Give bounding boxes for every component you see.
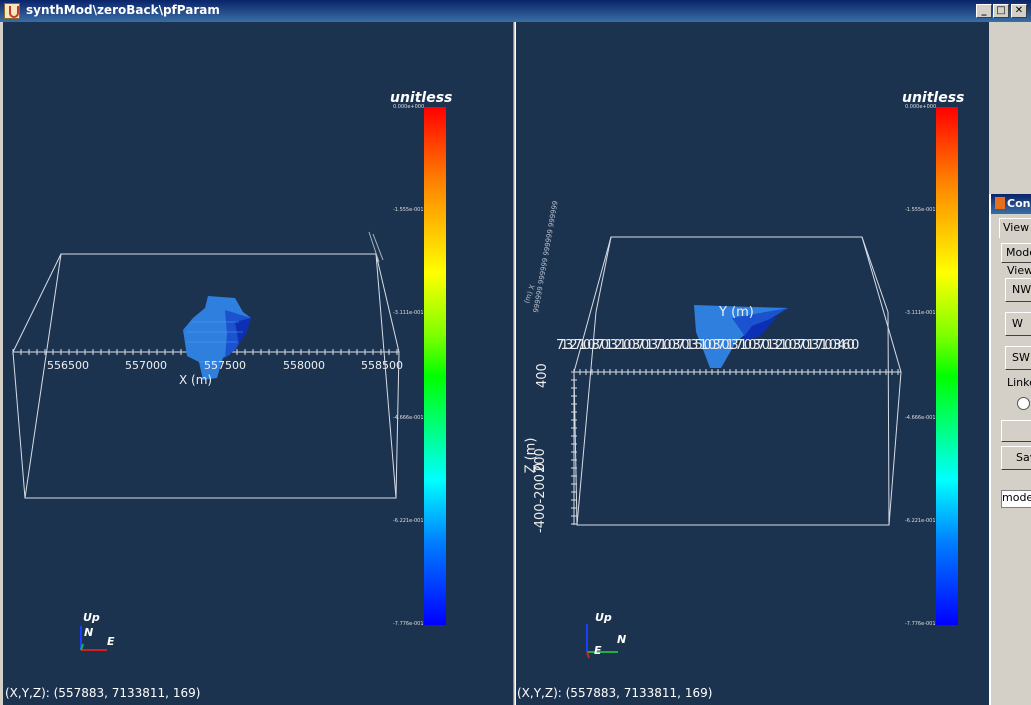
colorbar-tick: -6.221e-001 xyxy=(393,518,424,524)
tab-view-label: View xyxy=(1003,221,1030,234)
colorbar-tick: 0.000e+000 xyxy=(393,104,425,110)
colorbar xyxy=(936,107,958,625)
mode-button[interactable]: Mode xyxy=(1001,243,1031,263)
colorbar-tick: -4.666e-001 xyxy=(905,415,936,421)
coordinate-status: (X,Y,Z): (557883, 7133811, 169) xyxy=(517,686,713,700)
view-w-button[interactable]: W xyxy=(1005,312,1031,336)
colorbar-tick: -7.776e-001 xyxy=(905,621,936,627)
x-axis-label: X (m) xyxy=(179,373,213,387)
colorbar xyxy=(424,107,446,625)
close-button[interactable]: ✕ xyxy=(1011,4,1027,18)
view-sw-button[interactable]: SW xyxy=(1005,346,1031,370)
x-tick-label-558000: 558000 xyxy=(283,359,325,372)
view-nw-label: NW xyxy=(1012,283,1031,296)
colorbar-tick: 0.000e+000 xyxy=(905,104,937,110)
colorbar-tick: -1.555e-001 xyxy=(393,207,424,213)
view-sw-label: SW xyxy=(1012,351,1030,364)
z-tick-label-400: 400 xyxy=(535,363,550,388)
orientation-triad xyxy=(80,626,107,651)
x-tick-label-557000: 557000 xyxy=(125,359,167,372)
x-tick-label-557500: 557500 xyxy=(204,359,246,372)
window-title-bar: synthMod\zeroBack\pfParam _ □ ✕ xyxy=(0,0,1031,22)
right-scene-canvas[interactable] xyxy=(516,22,989,705)
colorbar-tick: -3.111e-001 xyxy=(905,310,936,316)
x-tick-label-558500: 558500 xyxy=(361,359,403,372)
coordinate-status: (X,Y,Z): (557883, 7133811, 169) xyxy=(5,686,201,700)
x-tick-label-556500: 556500 xyxy=(47,359,89,372)
view-nw-button[interactable]: NW xyxy=(1005,278,1031,302)
maximize-button[interactable]: □ xyxy=(993,4,1009,18)
save-button-label: Sav xyxy=(1016,451,1031,464)
right-model-body xyxy=(694,305,788,368)
left-model-body xyxy=(183,296,251,380)
colorbar-tick: -7.776e-001 xyxy=(393,621,424,627)
colorbar-tick: -3.111e-001 xyxy=(393,310,424,316)
left-3d-view[interactable]: 556500 557000 557500 558000 558500 X (m)… xyxy=(3,22,513,705)
matlab-icon xyxy=(995,197,1005,209)
colorbar-unit-label: unitless xyxy=(390,90,453,106)
orient-east-label: E xyxy=(594,644,602,657)
linked-radio[interactable] xyxy=(1017,397,1030,410)
y-axis-label: Y (m) xyxy=(719,305,754,320)
orient-east-label: E xyxy=(107,635,115,648)
model-name-value: modelo xyxy=(1002,491,1031,504)
z-tick-label-0: 0 xyxy=(533,462,548,471)
colorbar-tick: -4.666e-001 xyxy=(393,415,424,421)
colorbar-tick: -6.221e-001 xyxy=(905,518,936,524)
z-tick-label-negative: -400-200 xyxy=(533,473,548,533)
left-corner-ticks xyxy=(368,231,384,263)
right-3d-view[interactable]: (m) X 999999 999999 999999 999999 Y (m) … xyxy=(516,22,989,705)
model-name-field[interactable]: modelo xyxy=(1001,490,1031,508)
right-bounding-box xyxy=(573,236,902,526)
colorbar-tick: -1.555e-001 xyxy=(905,207,936,213)
save-button[interactable]: Sav xyxy=(1001,446,1031,470)
orient-up-label: Up xyxy=(595,611,612,624)
blank-button[interactable] xyxy=(1001,420,1031,442)
y-tick-labels-overlap: 7132710037013210037013710037013510037013… xyxy=(556,338,859,353)
orient-north-label: N xyxy=(84,626,94,639)
control-window-title-bar[interactable]: Con xyxy=(991,194,1031,214)
group-linked-label: Linke xyxy=(1007,376,1031,389)
view-splitter[interactable] xyxy=(513,22,516,705)
left-scene-canvas[interactable] xyxy=(3,22,513,705)
java-app-icon[interactable] xyxy=(4,3,20,19)
control-window-title: Con xyxy=(1007,197,1031,210)
group-view-label: View xyxy=(1007,264,1031,277)
tab-view[interactable]: View xyxy=(999,218,1031,238)
orient-north-label: N xyxy=(617,633,627,646)
control-window[interactable]: Con View Mode View NW W SW Linke Sav mod… xyxy=(989,194,1031,705)
window-title: synthMod\zeroBack\pfParam xyxy=(26,3,220,17)
right-y-axis-ruler xyxy=(571,369,901,525)
minimize-button[interactable]: _ xyxy=(976,4,992,18)
orientation-triad xyxy=(586,624,618,659)
colorbar-unit-label: unitless xyxy=(902,90,965,106)
mode-button-label: Mode xyxy=(1006,246,1031,259)
orient-up-label: Up xyxy=(83,611,100,624)
view-w-label: W xyxy=(1012,317,1023,330)
